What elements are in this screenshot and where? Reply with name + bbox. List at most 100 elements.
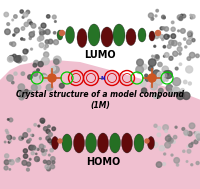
Circle shape: [178, 53, 180, 55]
Circle shape: [187, 82, 190, 85]
Circle shape: [7, 23, 10, 26]
Circle shape: [148, 76, 154, 82]
Circle shape: [135, 66, 143, 74]
Circle shape: [153, 124, 156, 127]
Circle shape: [182, 92, 189, 99]
Circle shape: [162, 125, 168, 130]
Circle shape: [9, 56, 14, 61]
Circle shape: [35, 153, 37, 155]
Circle shape: [37, 37, 41, 41]
Circle shape: [12, 19, 13, 21]
Circle shape: [41, 76, 47, 82]
Circle shape: [178, 17, 182, 20]
Circle shape: [29, 37, 31, 40]
Circle shape: [42, 152, 46, 156]
Circle shape: [170, 34, 175, 38]
Circle shape: [19, 136, 23, 140]
Ellipse shape: [148, 31, 154, 41]
Circle shape: [154, 15, 156, 17]
Circle shape: [177, 43, 180, 46]
Circle shape: [14, 72, 17, 75]
Circle shape: [29, 22, 32, 25]
Circle shape: [159, 27, 162, 30]
Circle shape: [180, 14, 182, 16]
Circle shape: [46, 167, 50, 171]
Circle shape: [14, 56, 20, 62]
Circle shape: [187, 33, 191, 37]
Circle shape: [52, 161, 55, 164]
Ellipse shape: [65, 26, 74, 43]
Circle shape: [154, 55, 157, 58]
Circle shape: [156, 133, 160, 137]
Circle shape: [151, 18, 153, 20]
Circle shape: [8, 137, 10, 139]
Circle shape: [152, 142, 157, 148]
Circle shape: [47, 125, 50, 128]
Circle shape: [22, 160, 27, 165]
Text: HOMO: HOMO: [85, 157, 120, 167]
Circle shape: [21, 56, 24, 59]
Circle shape: [9, 160, 14, 165]
Circle shape: [43, 31, 46, 34]
Circle shape: [15, 33, 17, 34]
Circle shape: [170, 154, 172, 156]
Circle shape: [155, 55, 158, 57]
Circle shape: [162, 46, 165, 48]
Circle shape: [53, 40, 58, 45]
Circle shape: [155, 9, 158, 12]
Circle shape: [9, 118, 13, 122]
Circle shape: [152, 94, 157, 98]
Circle shape: [45, 40, 49, 44]
Circle shape: [38, 61, 43, 67]
Circle shape: [48, 74, 56, 82]
Circle shape: [48, 132, 52, 136]
Circle shape: [38, 125, 40, 127]
Circle shape: [53, 56, 61, 64]
Circle shape: [33, 71, 37, 76]
Circle shape: [189, 16, 192, 19]
Circle shape: [23, 39, 25, 40]
Circle shape: [30, 135, 32, 136]
Circle shape: [53, 59, 59, 64]
Circle shape: [163, 71, 168, 76]
Circle shape: [163, 27, 168, 31]
Circle shape: [183, 130, 188, 135]
Circle shape: [150, 83, 157, 90]
Circle shape: [196, 137, 199, 140]
Circle shape: [167, 138, 172, 143]
Circle shape: [18, 158, 20, 160]
Circle shape: [19, 94, 24, 100]
Circle shape: [50, 68, 56, 74]
Circle shape: [190, 164, 192, 166]
Circle shape: [157, 95, 159, 98]
Circle shape: [27, 129, 31, 132]
Circle shape: [41, 149, 44, 152]
Circle shape: [154, 35, 158, 39]
Circle shape: [162, 74, 166, 77]
Circle shape: [14, 15, 17, 18]
Circle shape: [44, 47, 46, 50]
Circle shape: [171, 140, 174, 143]
Circle shape: [29, 32, 34, 37]
Circle shape: [154, 77, 162, 85]
Circle shape: [11, 42, 16, 46]
Circle shape: [19, 91, 26, 98]
Circle shape: [165, 85, 172, 91]
Circle shape: [193, 132, 195, 134]
Circle shape: [23, 149, 27, 153]
Circle shape: [7, 135, 12, 139]
Circle shape: [51, 66, 55, 71]
Circle shape: [155, 30, 160, 36]
Circle shape: [161, 66, 168, 73]
Circle shape: [48, 154, 50, 156]
Circle shape: [165, 79, 167, 81]
Circle shape: [42, 31, 45, 34]
Circle shape: [48, 39, 53, 44]
Circle shape: [10, 42, 12, 45]
Circle shape: [36, 85, 41, 90]
Circle shape: [16, 158, 19, 162]
Circle shape: [39, 144, 43, 149]
Circle shape: [17, 56, 22, 61]
Circle shape: [22, 137, 23, 139]
Circle shape: [4, 160, 9, 165]
